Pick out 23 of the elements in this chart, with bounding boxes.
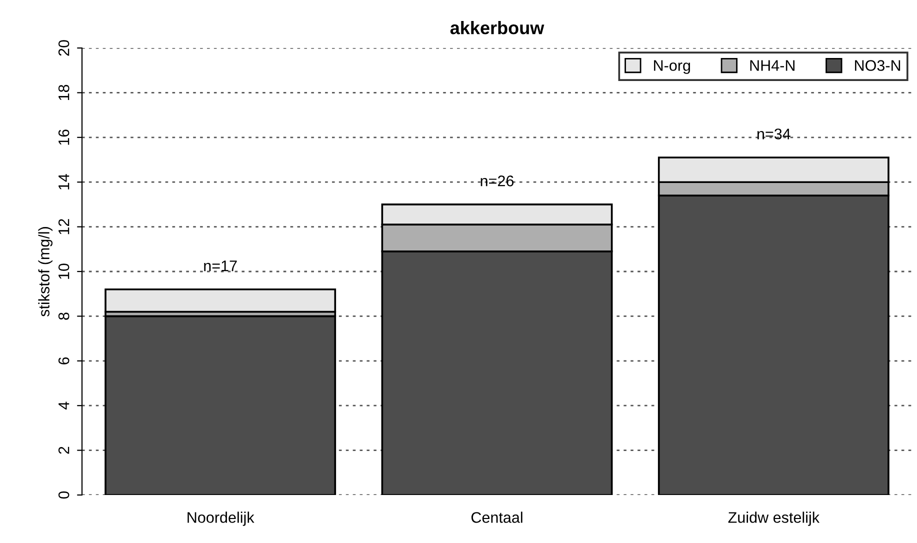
y-tick-label: 20	[58, 40, 70, 56]
y-tick-label: 18	[58, 84, 70, 100]
legend-label: NH4-N	[750, 60, 794, 71]
legend-label: N-org	[654, 60, 690, 74]
annotation: n=34	[757, 128, 790, 140]
y-tick-label: 16	[58, 130, 70, 145]
annotation: n=26	[480, 176, 514, 186]
y-tick-label: 8	[58, 312, 70, 320]
bar	[104, 288, 336, 313]
chart-title: akkerbouw	[450, 21, 544, 34]
annotation: n=17	[204, 260, 237, 272]
y-tick-label: 10	[58, 264, 70, 279]
y-axis-title: stikstof (mg/l)	[38, 227, 52, 316]
y-tick-label: 4	[58, 402, 70, 410]
x-tick-label: Noordelijk	[188, 512, 254, 526]
x-tick-label: Zuidw estelijk	[728, 512, 820, 526]
y-tick-label: 6	[58, 357, 70, 364]
y-tick-label: 2	[58, 446, 70, 454]
y-tick-label: 12	[58, 219, 70, 234]
y-tick-label: 0	[58, 491, 70, 499]
y-tick-label: 14	[58, 174, 70, 190]
legend-label: NO3-N	[855, 60, 900, 71]
x-tick-label: Centaal	[471, 512, 522, 523]
